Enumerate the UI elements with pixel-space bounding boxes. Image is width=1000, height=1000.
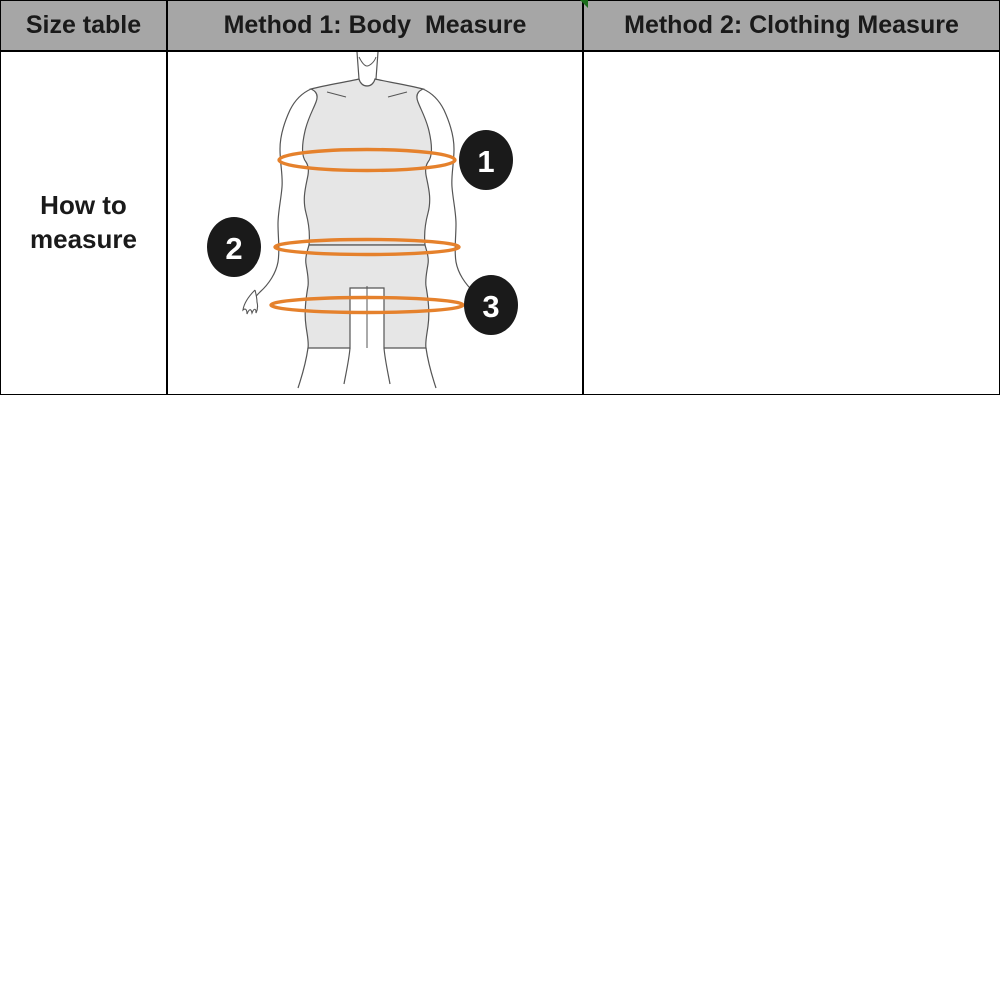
svg-text:3: 3	[482, 289, 499, 324]
svg-text:2: 2	[225, 231, 242, 266]
svg-text:1: 1	[477, 144, 494, 179]
